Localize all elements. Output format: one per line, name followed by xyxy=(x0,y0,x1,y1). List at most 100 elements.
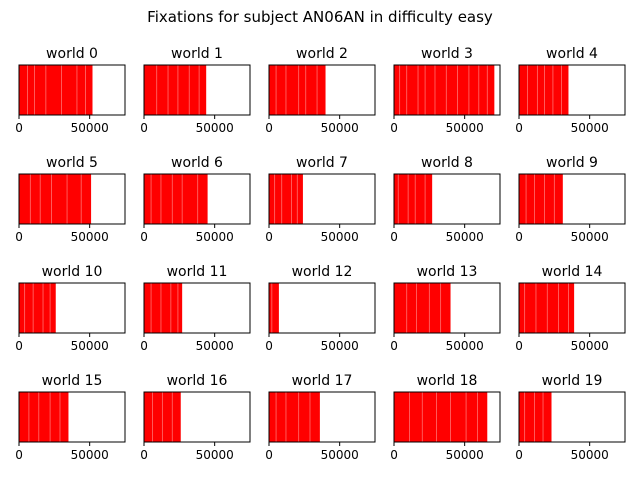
x-tick-label: 0 xyxy=(140,339,148,353)
fixation-span xyxy=(269,283,279,333)
x-tick-label: 0 xyxy=(140,448,148,462)
axes-frame xyxy=(518,64,626,116)
x-tick-label: 50000 xyxy=(446,339,484,353)
panel: world 5 0 50000 xyxy=(15,155,126,244)
panel: world 13 0 50000 xyxy=(390,264,501,353)
panel: world 17 0 50000 xyxy=(265,373,376,462)
panel-title: world 2 xyxy=(296,46,348,62)
fixation-span xyxy=(19,65,93,115)
x-tick-label: 0 xyxy=(390,121,398,135)
fixation-span xyxy=(519,174,563,224)
x-tick-label: 0 xyxy=(15,230,23,244)
panel-title: world 13 xyxy=(417,264,478,280)
axes-frame xyxy=(393,64,501,116)
x-tick-label: 50000 xyxy=(446,230,484,244)
panel: world 18 0 50000 xyxy=(390,373,501,462)
panel-title: world 12 xyxy=(292,264,353,280)
panel: world 15 0 50000 xyxy=(15,373,126,462)
axes-frame xyxy=(143,173,251,225)
panel: world 11 0 50000 xyxy=(140,264,251,353)
x-tick-label: 50000 xyxy=(571,230,609,244)
x-tick-label: 0 xyxy=(265,230,273,244)
x-tick-label: 50000 xyxy=(446,121,484,135)
plot-area xyxy=(269,283,375,333)
x-tick-label: 50000 xyxy=(571,339,609,353)
x-tick-label: 0 xyxy=(515,230,523,244)
figure-title: Fixations for subject AN06AN in difficul… xyxy=(147,8,493,26)
fixation-span xyxy=(269,65,326,115)
panel-title: world 1 xyxy=(171,46,223,62)
axes-frame xyxy=(18,64,126,116)
panel-title: world 9 xyxy=(546,155,598,171)
fixation-span xyxy=(19,174,92,224)
axes-frame xyxy=(143,282,251,334)
x-tick-label: 50000 xyxy=(71,121,109,135)
axes-frame xyxy=(143,64,251,116)
panel-title: world 15 xyxy=(42,373,103,389)
x-tick-label: 0 xyxy=(140,230,148,244)
panel: world 8 0 50000 xyxy=(390,155,501,244)
x-tick-label: 50000 xyxy=(196,448,234,462)
fixation-span xyxy=(394,65,495,115)
axes-frame xyxy=(18,282,126,334)
x-tick-label: 50000 xyxy=(196,339,234,353)
axes-frame xyxy=(18,173,126,225)
axes-frame xyxy=(143,391,251,443)
axes-frame xyxy=(268,173,376,225)
x-tick-label: 0 xyxy=(390,448,398,462)
panel-title: world 0 xyxy=(46,46,98,62)
fixation-span xyxy=(269,174,303,224)
axes-frame xyxy=(518,173,626,225)
axes-frame xyxy=(518,391,626,443)
panel: world 10 0 50000 xyxy=(15,264,126,353)
panel-title: world 16 xyxy=(167,373,228,389)
x-tick-label: 0 xyxy=(390,339,398,353)
panel: world 7 0 50000 xyxy=(265,155,376,244)
x-tick-label: 50000 xyxy=(321,230,359,244)
panel: world 0 0 50000 xyxy=(15,46,126,135)
x-tick-label: 0 xyxy=(265,339,273,353)
panel-title: world 6 xyxy=(171,155,223,171)
panel: world 9 0 50000 xyxy=(515,155,626,244)
x-tick-label: 0 xyxy=(15,448,23,462)
x-tick-label: 50000 xyxy=(196,121,234,135)
fixation-span xyxy=(269,392,320,442)
panel-title: world 3 xyxy=(421,46,473,62)
x-tick-label: 50000 xyxy=(71,230,109,244)
x-tick-label: 0 xyxy=(515,448,523,462)
panel: world 6 0 50000 xyxy=(140,155,251,244)
panel: world 16 0 50000 xyxy=(140,373,251,462)
fixation-span xyxy=(394,283,451,333)
x-tick-label: 50000 xyxy=(321,121,359,135)
x-tick-label: 50000 xyxy=(321,448,359,462)
panel: world 12 0 50000 xyxy=(265,264,376,353)
panel-title: world 7 xyxy=(296,155,348,171)
x-tick-label: 50000 xyxy=(321,339,359,353)
fixation-span xyxy=(144,65,207,115)
fixation-span xyxy=(394,174,433,224)
x-tick-label: 50000 xyxy=(71,448,109,462)
panel-title: world 10 xyxy=(42,264,103,280)
fixation-span xyxy=(394,392,488,442)
x-tick-label: 50000 xyxy=(71,339,109,353)
axes-frame xyxy=(393,391,501,443)
panel-title: world 5 xyxy=(46,155,98,171)
panel: world 19 0 50000 xyxy=(515,373,626,462)
axes-frame xyxy=(268,391,376,443)
panel-title: world 4 xyxy=(546,46,598,62)
panel: world 2 0 50000 xyxy=(265,46,376,135)
axes-frame xyxy=(518,282,626,334)
panel: world 1 0 50000 xyxy=(140,46,251,135)
panel-title: world 19 xyxy=(542,373,603,389)
fixation-span xyxy=(19,392,69,442)
x-tick-label: 50000 xyxy=(571,121,609,135)
x-tick-label: 0 xyxy=(265,121,273,135)
x-tick-label: 0 xyxy=(15,339,23,353)
x-tick-label: 50000 xyxy=(196,230,234,244)
fixation-span xyxy=(144,174,208,224)
axes-frame xyxy=(393,173,501,225)
panel: world 14 0 50000 xyxy=(515,264,626,353)
axes-frame xyxy=(393,282,501,334)
x-tick-label: 50000 xyxy=(571,448,609,462)
fixation-span xyxy=(19,283,56,333)
